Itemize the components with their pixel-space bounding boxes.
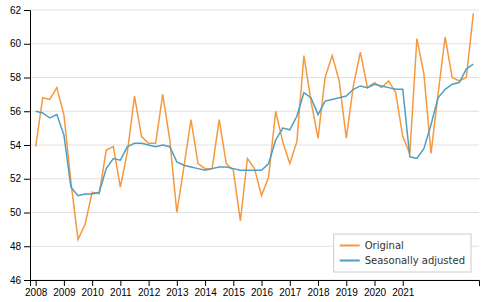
x-tick-mark — [375, 280, 376, 286]
x-tick-label: 2017 — [279, 287, 302, 298]
y-tick-mark — [24, 213, 30, 214]
x-tick: 2020 — [364, 280, 387, 298]
y-tick-mark — [24, 111, 30, 112]
y-axis: 46 48 50 52 54 56 58 60 62 — [10, 5, 31, 286]
chart-container: 2008 2009 2010 2011 2012 2013 2014 2015 2016 2017… — [0, 0, 491, 302]
y-tick: 46 — [10, 275, 30, 286]
x-tick-label: 2014 — [194, 287, 217, 298]
y-tick-mark — [24, 78, 30, 79]
x-tick-label: 2018 — [307, 287, 330, 298]
x-tick-label: 2019 — [336, 287, 359, 298]
y-tick-mark — [24, 246, 30, 247]
x-tick-mark — [262, 280, 263, 286]
x-tick-mark — [36, 280, 37, 286]
y-tick-label: 46 — [10, 275, 22, 286]
x-tick-mark — [92, 280, 93, 286]
y-tick-label: 62 — [10, 5, 22, 16]
x-tick: 2017 — [279, 280, 302, 298]
y-tick-label: 50 — [10, 207, 22, 218]
x-tick: 2013 — [166, 280, 189, 298]
y-tick-label: 60 — [10, 38, 22, 49]
series-line — [36, 13, 474, 239]
y-tick-mark — [24, 10, 30, 11]
x-tick: 2010 — [82, 280, 105, 298]
y-tick-mark — [24, 44, 30, 45]
grid-line — [30, 178, 479, 179]
legend: Original Seasonally adjusted — [334, 234, 471, 272]
x-tick: 2014 — [194, 280, 217, 298]
y-tick: 50 — [10, 207, 30, 218]
x-tick: 2019 — [336, 280, 359, 298]
y-tick: 60 — [10, 38, 30, 49]
x-tick: 2009 — [53, 280, 76, 298]
x-tick: 2011 — [110, 280, 132, 298]
x-tick: 2008 — [25, 280, 48, 298]
x-tick-mark — [346, 280, 347, 286]
x-tick-label: 2020 — [364, 287, 387, 298]
x-tick-label: 2015 — [223, 287, 246, 298]
x-tick-mark — [233, 280, 234, 286]
x-tick-mark — [64, 280, 65, 286]
x-tick: 2021 — [392, 280, 415, 298]
x-tick: 2012 — [138, 280, 161, 298]
x-tick-mark — [318, 280, 319, 286]
y-tick-mark — [24, 179, 30, 180]
y-tick: 48 — [10, 241, 30, 252]
x-axis-line — [31, 281, 480, 287]
legend-box — [334, 234, 471, 272]
series-line — [36, 64, 474, 196]
x-axis: 2008 2009 2010 2011 2012 2013 2014 2015 2016 2017… — [25, 280, 479, 298]
x-tick-label: 2009 — [53, 287, 76, 298]
x-tick-label: 2008 — [25, 287, 48, 298]
y-tick: 62 — [10, 5, 30, 16]
legend-item: Seasonally adjusted — [340, 255, 465, 266]
x-tick: 2016 — [251, 280, 274, 298]
plot: 2008 2009 2010 2011 2012 2013 2014 2015 2016 2017… — [10, 5, 480, 298]
y-tick-mark — [24, 280, 30, 281]
grid-line — [30, 77, 479, 78]
x-tick-mark — [403, 280, 404, 286]
legend-label: Original — [365, 240, 404, 251]
legend-swatch — [340, 260, 360, 262]
x-tick-label: 2012 — [138, 287, 161, 298]
grid — [30, 10, 479, 280]
grid-line — [30, 43, 479, 44]
legend-item: Original — [340, 240, 404, 251]
y-tick: 58 — [10, 72, 30, 83]
x-tick-label: 2013 — [166, 287, 189, 298]
y-axis-line — [24, 11, 31, 281]
y-tick-label: 58 — [10, 72, 22, 83]
x-tick-mark — [290, 280, 291, 286]
legend-label: Seasonally adjusted — [365, 255, 465, 266]
x-tick-mark — [120, 280, 121, 286]
y-tick: 56 — [10, 106, 30, 117]
y-tick-label: 52 — [10, 173, 22, 184]
x-tick-label: 2021 — [392, 287, 415, 298]
x-tick-mark — [205, 280, 206, 286]
grid-line — [30, 212, 479, 213]
chart: 2008 2009 2010 2011 2012 2013 2014 2015 2016 2017… — [0, 0, 491, 302]
y-tick: 54 — [10, 140, 30, 151]
series-group — [36, 13, 474, 239]
grid-line — [30, 145, 479, 146]
y-tick: 52 — [10, 173, 30, 184]
x-tick-label: 2010 — [82, 287, 105, 298]
y-tick-label: 48 — [10, 241, 22, 252]
grid-line — [30, 10, 479, 11]
x-tick-label: 2016 — [251, 287, 274, 298]
legend-swatch — [340, 245, 360, 247]
y-tick-label: 54 — [10, 140, 22, 151]
x-tick: 2015 — [223, 280, 246, 298]
x-tick-label: 2011 — [110, 287, 132, 298]
y-tick-mark — [24, 145, 30, 146]
y-tick-label: 56 — [10, 106, 22, 117]
x-tick: 2018 — [307, 280, 330, 298]
x-tick-mark — [177, 280, 178, 286]
x-tick-mark — [149, 280, 150, 286]
